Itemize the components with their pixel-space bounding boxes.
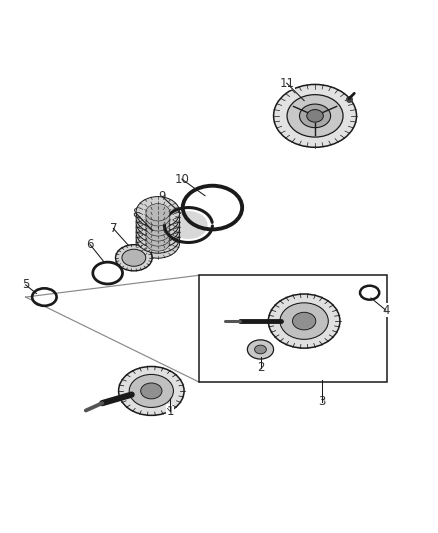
Ellipse shape [136, 207, 180, 238]
Ellipse shape [247, 340, 274, 359]
Ellipse shape [146, 204, 170, 221]
Ellipse shape [122, 249, 146, 266]
Text: 11: 11 [279, 77, 294, 90]
Ellipse shape [136, 197, 180, 228]
Ellipse shape [146, 224, 170, 241]
Text: 10: 10 [174, 173, 189, 185]
Ellipse shape [141, 383, 162, 399]
Ellipse shape [293, 312, 316, 330]
Ellipse shape [146, 229, 170, 246]
Ellipse shape [146, 209, 170, 226]
Text: 9: 9 [159, 190, 166, 203]
Ellipse shape [116, 245, 152, 271]
Text: 2: 2 [258, 361, 265, 374]
Ellipse shape [136, 201, 180, 233]
Ellipse shape [268, 294, 340, 348]
Text: 5: 5 [22, 278, 29, 292]
Ellipse shape [146, 214, 170, 231]
Text: 7: 7 [110, 222, 117, 235]
Ellipse shape [280, 303, 328, 340]
Ellipse shape [136, 212, 180, 243]
Bar [199, 275, 387, 382]
Ellipse shape [287, 95, 343, 137]
Text: 3: 3 [318, 395, 325, 408]
Ellipse shape [119, 367, 184, 415]
Ellipse shape [307, 110, 323, 122]
Ellipse shape [136, 217, 180, 248]
Ellipse shape [169, 211, 208, 239]
Text: 6: 6 [86, 238, 94, 251]
Ellipse shape [274, 84, 357, 147]
Ellipse shape [146, 219, 170, 236]
Ellipse shape [136, 222, 180, 253]
Ellipse shape [146, 234, 170, 251]
Text: 4: 4 [382, 304, 389, 317]
Ellipse shape [129, 374, 173, 407]
Ellipse shape [136, 227, 180, 258]
Ellipse shape [300, 104, 331, 128]
Ellipse shape [254, 345, 266, 354]
Text: 8: 8 [132, 207, 140, 220]
Text: 1: 1 [166, 405, 174, 418]
